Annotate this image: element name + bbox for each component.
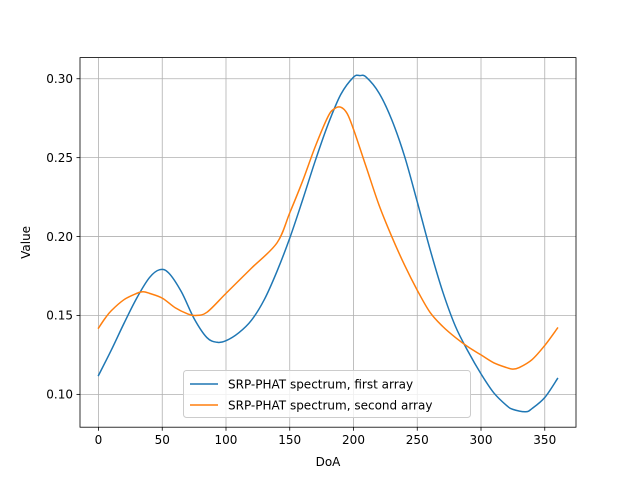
- x-tick-label: 50: [155, 433, 170, 447]
- legend-label-second-array: SRP-PHAT spectrum, second array: [228, 399, 432, 413]
- y-axis-label: Value: [19, 226, 33, 259]
- legend-label-first-array: SRP-PHAT spectrum, first array: [228, 378, 413, 392]
- ticks: 0 50 100 150 200 250 300 350 0.10 0.15 0.20 0.25 0.3…: [46, 72, 556, 447]
- y-tick-label: 0.25: [46, 151, 73, 165]
- y-tick-label: 0.30: [46, 72, 73, 86]
- x-tick-label: 100: [215, 433, 238, 447]
- x-tick-label: 350: [533, 433, 556, 447]
- y-tick-label: 0.10: [46, 388, 73, 402]
- x-tick-label: 150: [278, 433, 301, 447]
- x-tick-label: 300: [470, 433, 493, 447]
- legend: SRP-PHAT spectrum, first array SRP-PHAT …: [183, 370, 471, 418]
- y-tick-label: 0.20: [46, 230, 73, 244]
- legend-box: [183, 370, 471, 418]
- plot-lines: [97, 74, 559, 413]
- axes-frame: [79, 57, 577, 428]
- x-tick-label: 200: [342, 433, 365, 447]
- x-tick-label: 250: [406, 433, 429, 447]
- series-line-second-array: [97, 106, 559, 370]
- y-tick-label: 0.15: [46, 309, 73, 323]
- grid: [80, 57, 576, 428]
- x-axis-label: DoA: [316, 455, 342, 469]
- x-tick-label: 0: [95, 433, 103, 447]
